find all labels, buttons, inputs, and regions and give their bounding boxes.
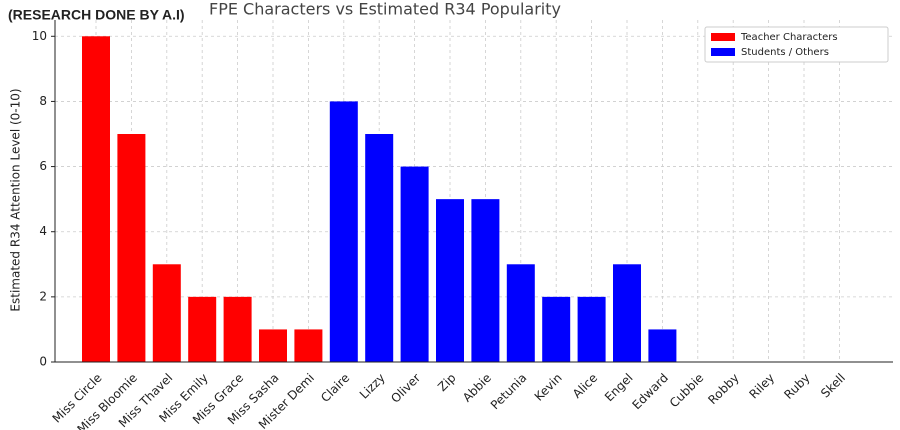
y-tick-label: 10: [32, 29, 47, 43]
bar: [400, 166, 429, 362]
bar: [648, 329, 677, 362]
legend-swatch: [711, 33, 735, 41]
y-tick-label: 4: [39, 224, 47, 238]
bar: [188, 296, 217, 362]
legend-label: Teacher Characters: [740, 32, 838, 43]
bar: [365, 134, 394, 362]
bar: [294, 329, 323, 362]
legend-label: Students / Others: [741, 47, 829, 58]
bar: [152, 264, 181, 362]
bar: [613, 264, 641, 362]
bar: [223, 296, 252, 362]
bar: [82, 36, 110, 363]
bar: [329, 101, 358, 362]
bar: [577, 296, 606, 362]
bar: [542, 296, 571, 362]
bar: [436, 199, 464, 362]
bar: [471, 199, 500, 362]
annotation: (RESEARCH DONE BY A.I): [8, 7, 185, 23]
y-tick-label: 6: [39, 159, 47, 173]
y-tick-label: 2: [39, 289, 47, 303]
y-tick-label: 8: [39, 94, 47, 108]
legend-box: [704, 26, 889, 63]
y-axis-label: Estimated R34 Attention Level (0-10): [9, 88, 23, 311]
bar: [117, 134, 146, 362]
bar: [259, 329, 287, 362]
y-tick-label: 0: [39, 355, 47, 369]
chart-title: FPE Characters vs Estimated R34 Populari…: [209, 0, 561, 19]
legend-swatch: [711, 48, 735, 56]
bar: [506, 264, 535, 362]
